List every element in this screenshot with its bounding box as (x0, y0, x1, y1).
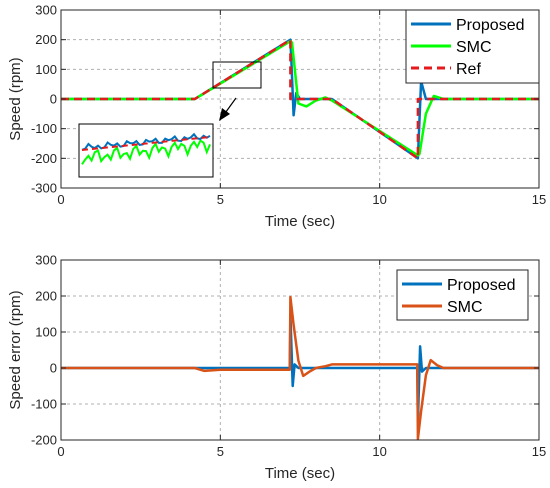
inset-series-ref (81, 136, 211, 151)
chart-2: 0 5 10 15 -200 -100 0 100 200 300 Time (sec) Speed … (7, 253, 546, 483)
inset-series-smc (81, 139, 211, 165)
y-tick-label: 200 (35, 289, 57, 304)
x-tick-label: 10 (372, 444, 386, 459)
x-tick-label: 5 (217, 192, 224, 207)
zoom-source-box (212, 61, 262, 89)
legend: Proposed SMC (396, 269, 529, 321)
x-tick-label: 5 (217, 444, 224, 459)
y-tick-label: 200 (35, 32, 57, 47)
y-tick-label: 300 (35, 3, 57, 18)
y-tick-label: 100 (35, 325, 57, 340)
series-line-ref (61, 38, 539, 160)
arrowhead-icon (219, 108, 230, 121)
legend-label-smc: SMC (447, 299, 483, 316)
y-tick-label: 0 (50, 361, 57, 376)
x-tick-label: 15 (532, 444, 546, 459)
axes-box (60, 259, 540, 441)
y-tick-label: -100 (31, 121, 57, 136)
x-tick-label: 0 (57, 192, 64, 207)
legend-label-ref: Ref (456, 61, 481, 78)
chart-1: 0 5 10 15 -300 -200 -100 0 100 200 300 Time (sec) Sp… (7, 3, 546, 231)
series-line-smc (61, 295, 539, 440)
y-tick-label: -200 (31, 151, 57, 166)
x-tick-label: 15 (532, 192, 546, 207)
y-tick-label: -300 (31, 181, 57, 196)
y-axis-label: Speed (rpm) (7, 57, 24, 140)
legend-label-proposed: Proposed (456, 17, 525, 34)
y-axis-label: Speed error (rpm) (7, 290, 24, 409)
x-axis-label: Time (sec) (265, 465, 335, 482)
y-tick-label: 100 (35, 62, 57, 77)
legend-box (396, 269, 529, 321)
legend-label-smc: SMC (456, 39, 492, 56)
y-tick-label: 0 (50, 92, 57, 107)
y-tick-label: -100 (31, 397, 57, 412)
x-tick-label: 0 (57, 444, 64, 459)
legend: Proposed SMC Ref (405, 9, 540, 84)
x-axis-label: Time (sec) (265, 213, 335, 230)
zoom-inset (78, 61, 262, 178)
y-tick-label: 300 (35, 253, 57, 268)
y-tick-label: -200 (31, 433, 57, 448)
x-tick-label: 10 (372, 192, 386, 207)
legend-label-proposed: Proposed (447, 277, 516, 294)
